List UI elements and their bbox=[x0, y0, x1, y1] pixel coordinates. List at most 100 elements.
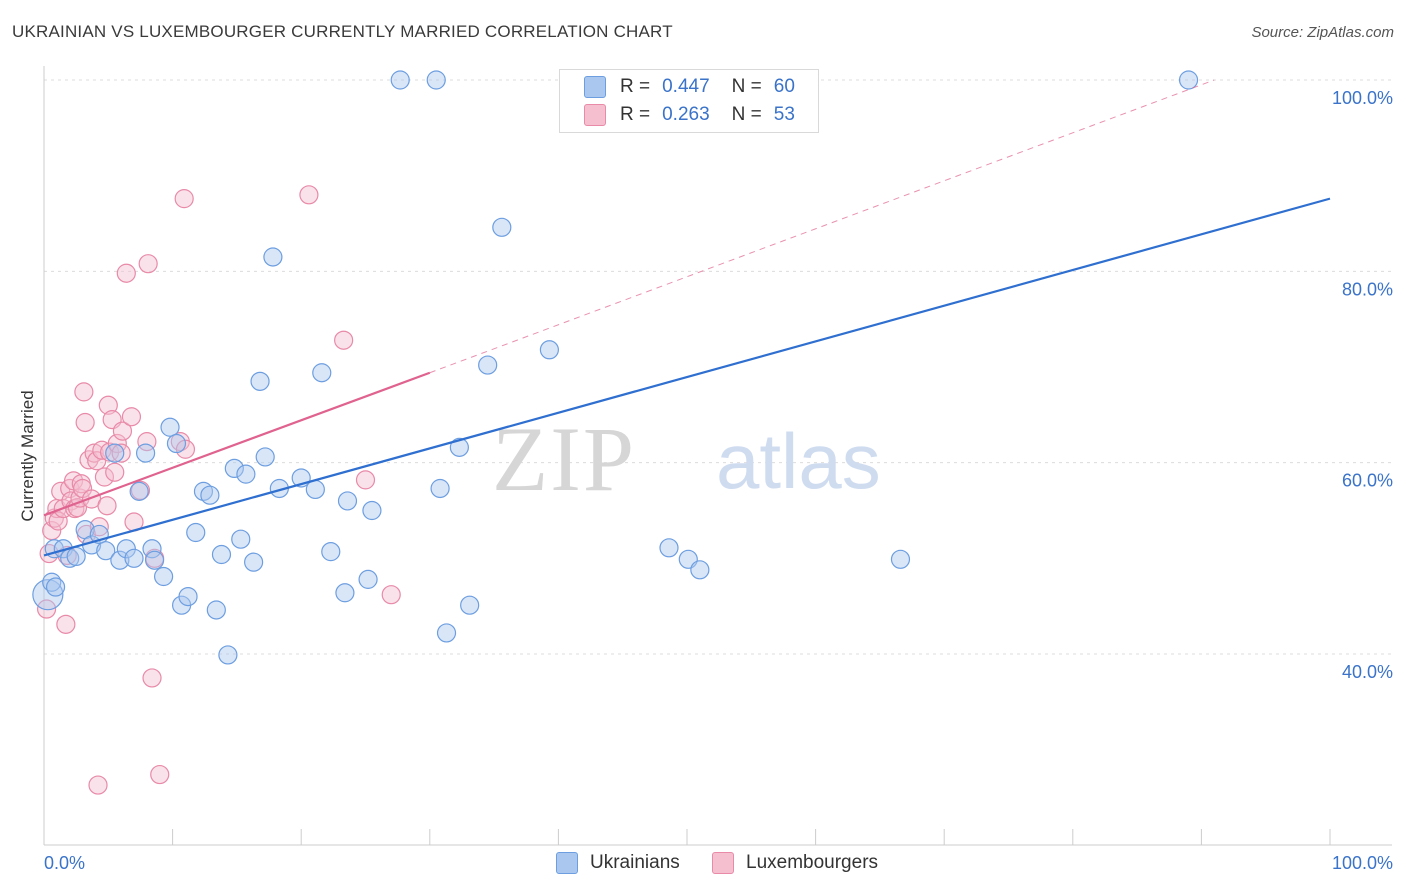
ukrainian-point bbox=[135, 443, 156, 463]
series-legend: Ukrainians Luxembourgers bbox=[0, 852, 1406, 878]
ukrainian-point bbox=[124, 548, 144, 568]
axes bbox=[43, 66, 1392, 846]
ukrainian-point bbox=[96, 541, 116, 561]
legend-r-value: 0.447 bbox=[662, 76, 710, 97]
ukrainian-point bbox=[890, 549, 911, 569]
x-tick-label: 0.0% bbox=[44, 853, 85, 873]
y-tick-label: 80.0% bbox=[1342, 279, 1393, 299]
ukrainian-point bbox=[430, 478, 450, 499]
ukrainian-point bbox=[160, 417, 180, 437]
y-tick-label: 60.0% bbox=[1342, 471, 1393, 491]
luxembourger-point bbox=[105, 462, 125, 482]
legend-label-luxembourgers: Luxembourgers bbox=[746, 852, 879, 873]
luxembourger-point bbox=[116, 263, 136, 283]
legend-label-ukrainians: Ukrainians bbox=[590, 852, 680, 873]
ukrainian-point bbox=[305, 479, 325, 500]
legend-n-value: 60 bbox=[773, 76, 795, 97]
ukrainian-point bbox=[244, 552, 264, 572]
luxembourger-point bbox=[94, 467, 115, 487]
luxembourger-point bbox=[56, 614, 76, 634]
ukrainian-point bbox=[426, 70, 446, 90]
luxembourger-point bbox=[355, 470, 376, 490]
ukrainian-point bbox=[321, 542, 341, 562]
legend-row-ukrainians: R = 0.447 N = 60 bbox=[584, 75, 795, 99]
legend-swatch-pink bbox=[584, 104, 606, 126]
watermark-zip: ZIP bbox=[492, 408, 636, 510]
legend-n-label: N = bbox=[731, 76, 762, 97]
ukrainian-point bbox=[312, 363, 332, 383]
luxembourger-point bbox=[89, 517, 109, 537]
chart-title: UKRAINIAN VS LUXEMBOURGER CURRENTLY MARR… bbox=[12, 22, 673, 41]
luxembourger-point bbox=[84, 443, 104, 463]
luxembourgers-points bbox=[36, 185, 401, 795]
ukrainian-point bbox=[263, 247, 283, 267]
ukrainian-point bbox=[144, 550, 165, 570]
ukrainian-point bbox=[116, 539, 136, 559]
ukrainian-point bbox=[66, 546, 86, 567]
luxembourger-point bbox=[111, 443, 131, 463]
legend-item-ukrainians: Ukrainians bbox=[556, 852, 680, 874]
ukrainian-point bbox=[337, 491, 358, 511]
luxembourger-point bbox=[299, 185, 319, 205]
luxembourger-point bbox=[98, 395, 118, 415]
legend-n-value: 53 bbox=[773, 104, 795, 125]
ukrainian-point bbox=[449, 437, 469, 457]
ukrainian-point bbox=[659, 538, 679, 558]
luxembourgers-trend-extension bbox=[429, 79, 1215, 374]
luxembourger-point bbox=[174, 189, 194, 209]
watermark: ZIP atlas bbox=[492, 408, 881, 510]
ukrainian-point bbox=[492, 217, 512, 237]
ukrainian-point bbox=[32, 579, 64, 611]
y-tick-label: 40.0% bbox=[1342, 662, 1393, 682]
ukrainian-point bbox=[218, 645, 238, 665]
ukrainian-point bbox=[539, 340, 559, 360]
ukrainian-point bbox=[236, 464, 256, 484]
legend-r-label: R = bbox=[620, 104, 651, 125]
x-tick-label: 100.0% bbox=[1332, 853, 1393, 873]
ukrainian-point bbox=[206, 600, 226, 620]
ukrainian-point bbox=[224, 458, 244, 479]
ukrainians-trend-line bbox=[43, 197, 1331, 557]
ukrainian-point bbox=[231, 529, 251, 549]
ukrainian-point bbox=[460, 595, 480, 615]
luxembourger-point bbox=[88, 775, 108, 795]
luxembourger-point bbox=[334, 330, 354, 350]
luxembourger-point bbox=[142, 668, 162, 688]
correlation-legend: R = 0.447 N = 60 R = 0.263 N = 53 bbox=[559, 69, 819, 133]
axis-labels: 40.0% 60.0% 80.0% 100.0% 0.0% 100.0% bbox=[44, 88, 1393, 873]
legend-item-luxembourgers: Luxembourgers bbox=[712, 852, 878, 874]
luxembourger-point bbox=[130, 480, 151, 501]
ukrainian-point bbox=[105, 443, 125, 463]
y-tick-label: 100.0% bbox=[1332, 88, 1393, 108]
ukrainian-point bbox=[690, 560, 710, 580]
y-axis-label: Currently Married bbox=[18, 390, 37, 521]
ukrainian-point bbox=[1178, 70, 1199, 90]
ukrainian-point bbox=[186, 522, 206, 543]
ukrainian-point bbox=[358, 569, 378, 589]
ukrainian-point bbox=[200, 485, 220, 505]
luxembourger-point bbox=[150, 764, 170, 785]
legend-swatch-pink bbox=[712, 852, 734, 874]
luxembourger-point bbox=[48, 511, 68, 531]
luxembourger-point bbox=[138, 254, 158, 274]
watermark-atlas: atlas bbox=[716, 417, 881, 505]
legend-r-value: 0.263 bbox=[662, 104, 710, 125]
ukrainian-point bbox=[211, 544, 232, 565]
luxembourger-point bbox=[97, 496, 117, 516]
ukrainian-point bbox=[129, 481, 149, 501]
luxembourger-point bbox=[112, 421, 133, 441]
legend-swatch-blue bbox=[556, 852, 578, 874]
ukrainian-point bbox=[45, 577, 66, 597]
luxembourger-point bbox=[381, 585, 401, 605]
ukrainian-point bbox=[362, 500, 382, 521]
ukrainian-point bbox=[390, 70, 410, 90]
ukrainians-points bbox=[32, 70, 1199, 665]
ukrainian-point bbox=[153, 566, 174, 587]
ukrainian-point bbox=[335, 583, 355, 603]
luxembourger-point bbox=[121, 407, 142, 427]
ukrainian-point bbox=[166, 433, 187, 454]
ukrainian-point bbox=[142, 539, 162, 559]
ukrainian-point bbox=[255, 447, 275, 467]
legend-n-label: N = bbox=[731, 104, 762, 125]
